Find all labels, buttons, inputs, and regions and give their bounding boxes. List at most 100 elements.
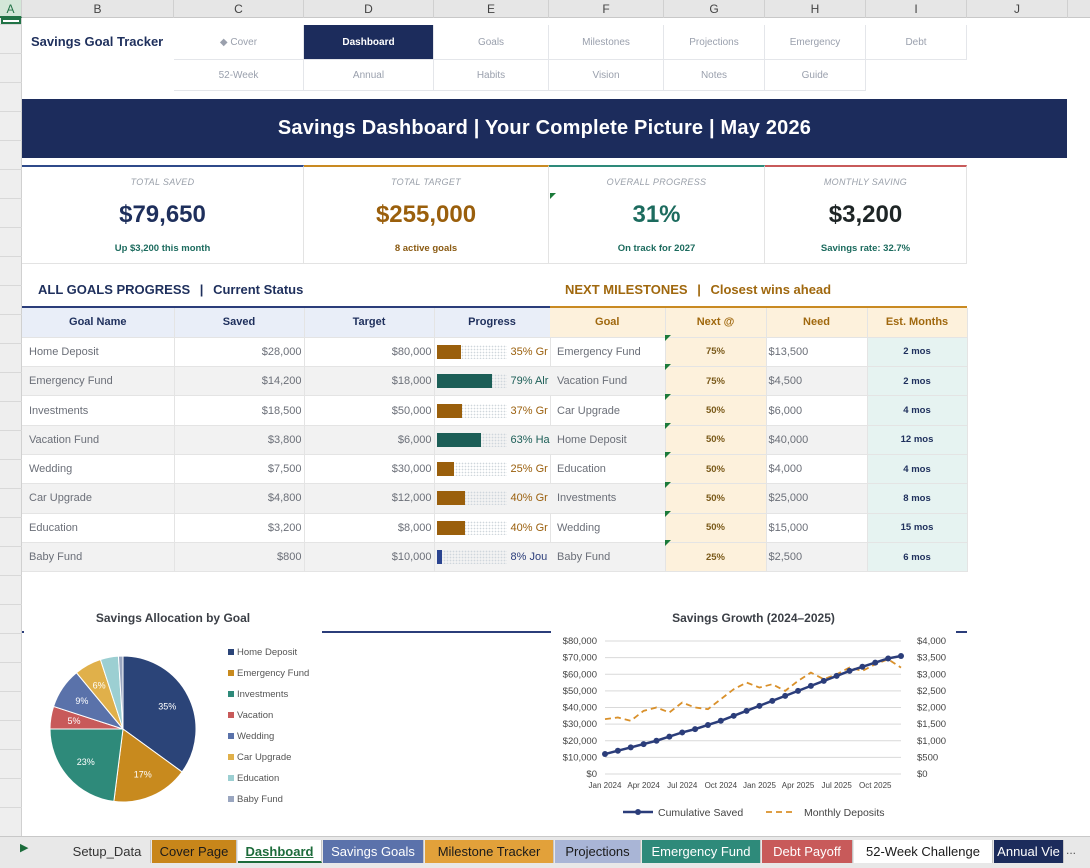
cumulative-point[interactable] <box>859 663 866 670</box>
line-chart[interactable]: Savings Growth (2024–2025) $0 $10,000 $20,… <box>551 599 956 831</box>
cumulative-point[interactable] <box>602 751 608 758</box>
tab-scroll-right-icon[interactable]: ▶ <box>20 842 29 854</box>
column-header-e[interactable]: E <box>434 0 549 18</box>
goals-table-row[interactable]: Emergency Fund $14,200 $18,000 79% Alr <box>22 366 551 397</box>
pie-slice-7[interactable] <box>117 655 124 730</box>
milestone-row[interactable]: Investments 50% $25,000 8 mos <box>550 483 968 514</box>
goals-table-row[interactable]: Wedding $7,500 $30,000 25% Gr <box>22 454 551 485</box>
selected-cell[interactable] <box>1 18 21 24</box>
goals-table-row[interactable]: Car Upgrade $4,800 $12,000 40% Gr <box>22 483 551 514</box>
goals-table-row[interactable]: Vacation Fund $3,800 $6,000 63% Ha <box>22 425 551 455</box>
goals-table-row[interactable]: Home Deposit $28,000 $80,000 35% Gr <box>22 337 551 368</box>
sheet-tab-52-week-challenge[interactable]: 52-Week Challenge <box>854 840 993 863</box>
pie-chart[interactable]: Savings Allocation by Goal 35% 17% 23% 5% 9%… <box>24 599 322 831</box>
cumulative-point[interactable] <box>730 712 737 719</box>
goals-table-row[interactable]: Baby Fund $800 $10,000 8% Jou <box>22 542 551 573</box>
pie-slice-0[interactable] <box>122 655 197 773</box>
nav-annual-button[interactable]: Annual <box>304 60 434 91</box>
goals-header-goal-name[interactable]: Goal Name <box>22 308 175 338</box>
cumulative-point[interactable] <box>833 672 840 679</box>
nav-notes-button[interactable]: Notes <box>664 60 765 91</box>
sheet-tab-milestone-tracker[interactable]: Milestone Tracker <box>425 840 554 863</box>
milestone-row[interactable]: Emergency Fund 75% $13,500 2 mos <box>550 337 968 368</box>
pie-slice-1[interactable] <box>113 728 183 803</box>
cumulative-point[interactable] <box>820 677 827 684</box>
nav-habits-button[interactable]: Habits <box>434 60 549 91</box>
goal-name: Car Upgrade <box>22 483 175 514</box>
nav-milestones-button[interactable]: Milestones <box>549 25 664 60</box>
milestone-row[interactable]: Education 50% $4,000 4 mos <box>550 454 968 485</box>
series-cumulative-saved[interactable] <box>604 654 902 756</box>
cumulative-point[interactable] <box>846 667 853 674</box>
cumulative-point[interactable] <box>756 702 763 709</box>
more-tabs-icon[interactable]: ... <box>1066 843 1077 857</box>
cumulative-point[interactable] <box>769 697 776 704</box>
sheet-tab-debt-payoff[interactable]: Debt Payoff <box>762 840 853 863</box>
nav-guide-button[interactable]: Guide <box>765 60 866 91</box>
sheet-tab-savings-goals[interactable]: Savings Goals <box>323 840 424 863</box>
cumulative-point[interactable] <box>704 721 711 728</box>
milestone-row[interactable]: Vacation Fund 75% $4,500 2 mos <box>550 366 968 397</box>
cumulative-point[interactable] <box>898 652 904 659</box>
milestone-row[interactable]: Car Upgrade 50% $6,000 4 mos <box>550 395 968 426</box>
cumulative-point[interactable] <box>872 659 879 666</box>
nav-vision-button[interactable]: Vision <box>549 60 664 91</box>
column-header-j[interactable]: J <box>967 0 1068 18</box>
milestone-row[interactable]: Wedding 50% $15,000 15 mos <box>550 513 968 543</box>
column-header-c[interactable]: C <box>174 0 304 18</box>
cumulative-point[interactable] <box>807 682 814 689</box>
nav-cover-button[interactable]: ◆ Cover <box>174 25 304 60</box>
pie-slice-2[interactable] <box>49 728 124 802</box>
cumulative-point[interactable] <box>885 655 892 662</box>
column-header-g[interactable]: G <box>664 0 765 18</box>
nav-emergency-button[interactable]: Emergency <box>765 25 866 60</box>
goals-header-saved[interactable]: Saved <box>174 308 305 338</box>
milestones-section-title: NEXT MILESTONES | Closest wins ahead <box>565 282 831 297</box>
nav-projections-button[interactable]: Projections <box>664 25 765 60</box>
goals-table-row[interactable]: Investments $18,500 $50,000 37% Gr <box>22 395 551 426</box>
goals-header-progress[interactable]: Progress <box>434 308 551 338</box>
series-monthly-deposits[interactable] <box>604 658 902 722</box>
kpi-label: TOTAL TARGET <box>391 177 461 187</box>
sheet-tab-setup-data[interactable]: Setup_Data <box>64 840 151 863</box>
cumulative-point[interactable] <box>782 692 789 699</box>
sheet-tab-cover-page[interactable]: Cover Page <box>152 840 237 863</box>
nav-debt-button[interactable]: Debt <box>866 25 967 60</box>
sheet-tab-projections[interactable]: Projections <box>555 840 641 863</box>
milestone-header-est-months[interactable]: Est. Months <box>867 308 968 338</box>
milestone-header-need[interactable]: Need <box>766 308 868 338</box>
sheet-tab-emergency-fund[interactable]: Emergency Fund <box>642 840 761 863</box>
column-header-b[interactable]: B <box>22 0 174 18</box>
column-header-h[interactable]: H <box>765 0 866 18</box>
cumulative-point[interactable] <box>717 717 724 724</box>
cumulative-point[interactable] <box>743 707 750 714</box>
milestone-row[interactable]: Baby Fund 25% $2,500 6 mos <box>550 542 968 573</box>
cumulative-point[interactable] <box>640 741 647 748</box>
kpi-value: $255,000 <box>375 201 477 228</box>
column-header-a[interactable]: A <box>0 0 22 18</box>
column-header-f[interactable]: F <box>549 0 664 18</box>
nav-goals-button[interactable]: Goals <box>434 25 549 60</box>
legend-swatch <box>228 754 234 760</box>
goals-header-target[interactable]: Target <box>304 308 435 338</box>
column-header-i[interactable]: I <box>866 0 967 18</box>
cumulative-point[interactable] <box>692 726 699 733</box>
goals-table-row[interactable]: Education $3,200 $8,000 40% Gr <box>22 513 551 543</box>
kpi-card: TOTAL TARGET $255,000 8 active goals <box>304 165 549 264</box>
progress-label: 79% Alr <box>510 375 549 388</box>
sheet-tab-dashboard[interactable]: Dashboard <box>238 840 322 863</box>
cumulative-point[interactable] <box>614 747 621 754</box>
cumulative-point[interactable] <box>666 733 673 740</box>
nav-52week-button[interactable]: 52-Week <box>174 60 304 91</box>
milestone-header-goal[interactable]: Goal <box>550 308 666 338</box>
milestone-row[interactable]: Home Deposit 50% $40,000 12 mos <box>550 425 968 455</box>
nav-dashboard-button[interactable]: Dashboard <box>304 25 434 60</box>
milestone-header-next-[interactable]: Next @ <box>665 308 767 338</box>
cumulative-point[interactable] <box>627 744 634 751</box>
cumulative-point[interactable] <box>653 737 660 744</box>
column-header-d[interactable]: D <box>304 0 434 18</box>
cumulative-point[interactable] <box>795 687 802 694</box>
sheet-tab-annual-vie[interactable]: Annual Vie <box>994 840 1064 863</box>
legend-swatch <box>228 796 234 802</box>
cumulative-point[interactable] <box>679 729 686 736</box>
